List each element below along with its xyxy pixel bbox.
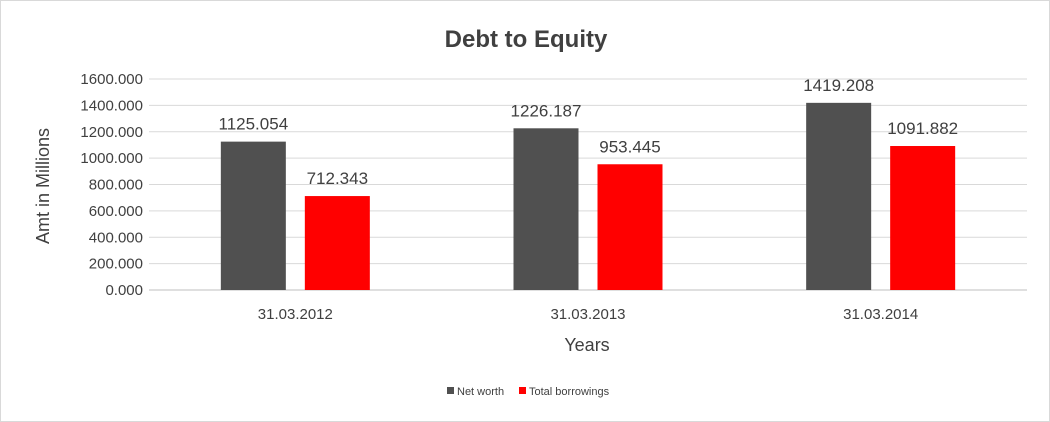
y-tick-label: 1200.000 xyxy=(80,124,143,141)
legend-label: Net worth xyxy=(457,386,504,398)
data-label: 1226.187 xyxy=(511,101,582,120)
legend-swatch xyxy=(519,387,526,394)
bar-total-borrowings xyxy=(597,164,663,290)
y-axis-title: Amt in Millions xyxy=(33,128,53,244)
y-tick-label: 600.000 xyxy=(89,203,143,220)
bar-net-worth xyxy=(513,128,579,290)
data-label: 1091.882 xyxy=(887,119,958,138)
data-label: 953.445 xyxy=(599,137,660,156)
y-tick-label: 200.000 xyxy=(89,256,143,273)
data-label: 712.343 xyxy=(307,169,368,188)
x-tick-label: 31.03.2012 xyxy=(258,306,333,323)
legend-swatch xyxy=(447,387,454,394)
y-tick-label: 400.000 xyxy=(89,229,143,246)
y-tick-label: 1400.000 xyxy=(80,97,143,114)
gridlines xyxy=(149,78,1027,291)
bars xyxy=(220,102,956,290)
y-tick-label: 1000.000 xyxy=(80,150,143,167)
bar-net-worth xyxy=(220,141,286,290)
data-label: 1419.208 xyxy=(803,76,874,95)
legend-label: Total borrowings xyxy=(529,386,610,398)
data-labels: 1125.054 712.343 1226.187 953.445 1419.208 10… xyxy=(219,76,959,188)
x-tick-label: 31.03.2013 xyxy=(550,306,625,323)
y-axis-ticks: 0.000 200.000 400.000 600.000 800.000 1000.00… xyxy=(80,71,143,299)
legend: Net worth Total borrowings xyxy=(447,386,610,398)
y-tick-label: 1600.000 xyxy=(80,71,143,88)
chart-title: Debt to Equity xyxy=(445,26,608,53)
data-label: 1125.054 xyxy=(219,115,289,134)
y-tick-label: 800.000 xyxy=(89,177,143,194)
bar-net-worth xyxy=(806,102,872,290)
y-tick-label: 0.000 xyxy=(105,282,143,299)
x-tick-label: 31.03.2014 xyxy=(843,306,918,323)
bar-total-borrowings xyxy=(890,146,956,290)
bar-total-borrowings xyxy=(304,196,370,290)
x-axis-title: Years xyxy=(564,335,609,355)
x-axis-ticks: 31.03.2012 31.03.2013 31.03.2014 xyxy=(258,306,918,323)
